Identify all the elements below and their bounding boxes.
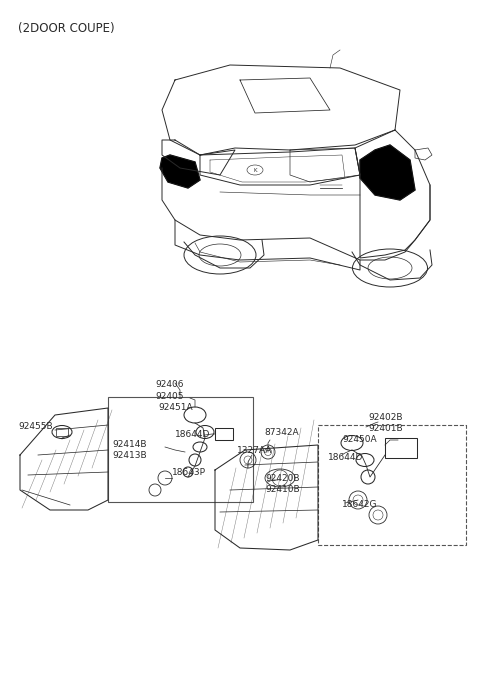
- Text: 92402B: 92402B: [368, 413, 403, 422]
- Text: 92406: 92406: [155, 380, 183, 389]
- Text: 92451A: 92451A: [158, 403, 192, 412]
- Polygon shape: [160, 155, 200, 188]
- Text: 18644D: 18644D: [175, 430, 210, 439]
- Text: 18642G: 18642G: [342, 500, 377, 509]
- Bar: [108, 397, 253, 502]
- Bar: [215, 428, 233, 440]
- Text: (2DOOR COUPE): (2DOOR COUPE): [18, 22, 115, 35]
- Bar: [56, 428, 68, 436]
- Text: 18643P: 18643P: [172, 468, 206, 477]
- Text: 92401B: 92401B: [368, 424, 403, 433]
- Text: 87342A: 87342A: [264, 428, 299, 437]
- Text: 92455B: 92455B: [18, 422, 53, 431]
- Polygon shape: [360, 145, 415, 200]
- Text: 1327AA: 1327AA: [237, 446, 272, 455]
- Text: 92414B: 92414B: [112, 440, 146, 449]
- Text: 92405: 92405: [155, 392, 183, 401]
- Bar: [385, 438, 417, 458]
- Text: 92450A: 92450A: [342, 435, 377, 444]
- Text: 92410B: 92410B: [265, 485, 300, 494]
- Text: 92420B: 92420B: [265, 474, 300, 483]
- Text: 92413B: 92413B: [112, 451, 146, 460]
- Text: K: K: [253, 167, 257, 172]
- Text: 18644D: 18644D: [328, 453, 363, 462]
- Bar: [318, 425, 466, 545]
